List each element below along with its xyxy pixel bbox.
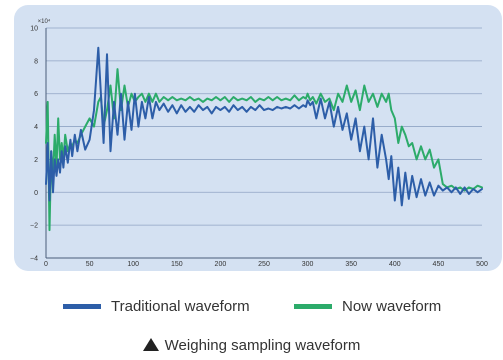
x-tick-label: 500 <box>476 261 488 268</box>
x-tick-label: 450 <box>433 261 445 268</box>
legend-swatch-now <box>294 303 332 309</box>
x-tick-label: 100 <box>127 261 139 268</box>
triangle-icon <box>142 338 159 351</box>
legend-swatch-traditional <box>63 303 101 309</box>
y-exponent-label: ×10⁴ <box>38 18 51 25</box>
legend-label-now: Now waveform <box>342 297 442 315</box>
legend: Traditional waveform Now waveform <box>0 296 503 316</box>
x-tick-label: 250 <box>258 261 270 268</box>
figure-caption: Weighing sampling waveform <box>0 337 503 354</box>
y-tick-label: 6 <box>34 91 38 98</box>
y-tick-label: 10 <box>30 26 38 33</box>
y-tick-label: 8 <box>34 58 38 65</box>
legend-label-traditional: Traditional waveform <box>111 297 250 315</box>
x-tick-label: 300 <box>302 261 314 268</box>
x-tick-label: 200 <box>215 261 227 268</box>
x-tick-label: 150 <box>171 261 183 268</box>
x-tick-label: 0 <box>44 261 48 268</box>
y-tick-label: 0 <box>34 190 38 197</box>
legend-item-now: Now waveform <box>294 296 441 316</box>
y-tick-label: −4 <box>30 256 38 263</box>
x-tick-label: 400 <box>389 261 401 268</box>
x-tick-label: 350 <box>345 261 357 268</box>
chart-panel <box>14 5 502 271</box>
y-tick-label: −2 <box>30 223 38 230</box>
legend-item-traditional: Traditional waveform <box>63 296 250 316</box>
caption-text: Weighing sampling waveform <box>164 337 361 354</box>
x-tick-label: 50 <box>86 261 94 268</box>
y-tick-label: 4 <box>34 124 38 131</box>
series-line-traditional-waveform <box>45 46 483 207</box>
y-tick-label: 2 <box>34 157 38 164</box>
series-lines <box>45 46 483 232</box>
